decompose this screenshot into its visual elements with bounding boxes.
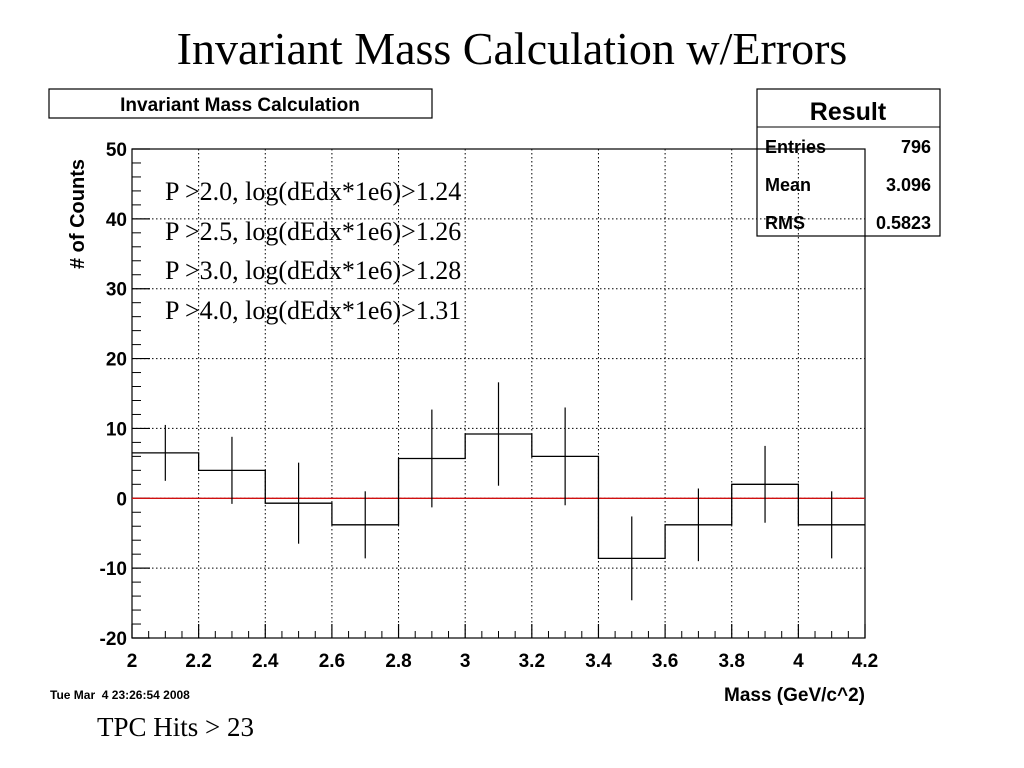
stats-mean-value: 3.096 bbox=[886, 175, 931, 195]
annotation-2: P >2.5, log(dEdx*1e6)>1.26 bbox=[165, 217, 461, 246]
x-tick-label: 3.2 bbox=[519, 651, 545, 672]
annotation-3: P >3.0, log(dEdx*1e6)>1.28 bbox=[165, 256, 461, 285]
x-tick-label: 3.6 bbox=[652, 651, 678, 672]
chart-title: Invariant Mass Calculation bbox=[120, 95, 360, 116]
axis-ticks: 2 2.2 2.4 2.6 2.8 3 3.2 3.4 3.6 3.8 4 4.2 -20 -10 0 10 2… bbox=[100, 140, 879, 672]
stats-title: Result bbox=[810, 98, 887, 126]
annotation-1: P >2.0, log(dEdx*1e6)>1.24 bbox=[165, 177, 461, 206]
chart-title-box bbox=[48, 88, 433, 119]
stats-entries-label: Entries bbox=[765, 137, 826, 157]
timestamp: Tue Mar 4 23:26:54 2008 bbox=[50, 688, 190, 702]
y-tick-label: 50 bbox=[106, 140, 127, 161]
x-tick-label: 4.2 bbox=[852, 651, 878, 672]
x-tick-label: 3.4 bbox=[585, 651, 612, 672]
stats-box: Result Entries 796 Mean 3.096 RMS 0.5823 bbox=[756, 88, 941, 237]
y-axis-label: # of Counts bbox=[67, 159, 89, 269]
stats-mean-label: Mean bbox=[765, 175, 811, 195]
x-tick-label: 2.2 bbox=[185, 651, 211, 672]
x-axis-label: Mass (GeV/c^2) bbox=[724, 685, 865, 706]
x-tick-label: 2 bbox=[127, 651, 138, 672]
slide-title: Invariant Mass Calculation w/Errors bbox=[176, 23, 848, 74]
annotation-4: P >4.0, log(dEdx*1e6)>1.31 bbox=[165, 296, 461, 325]
y-tick-label: -10 bbox=[100, 559, 127, 580]
y-tick-label: 30 bbox=[106, 280, 127, 301]
x-tick-label: 4 bbox=[793, 651, 804, 672]
x-tick-label: 2.4 bbox=[252, 651, 279, 672]
histogram-series bbox=[132, 382, 865, 601]
x-tick-label: 3 bbox=[460, 651, 471, 672]
grid bbox=[132, 149, 865, 639]
y-tick-label: -20 bbox=[100, 629, 127, 650]
x-tick-label: 3.8 bbox=[719, 651, 745, 672]
stats-rms-label: RMS bbox=[765, 213, 805, 233]
x-tick-label: 2.6 bbox=[319, 651, 345, 672]
x-tick-label: 2.8 bbox=[385, 651, 411, 672]
stats-rms-value: 0.5823 bbox=[876, 213, 931, 233]
footer-note: TPC Hits > 23 bbox=[97, 712, 255, 742]
y-tick-label: 10 bbox=[106, 419, 127, 440]
y-tick-label: 0 bbox=[116, 489, 127, 510]
y-tick-label: 40 bbox=[106, 210, 127, 231]
y-tick-label: 20 bbox=[106, 350, 127, 371]
stats-entries-value: 796 bbox=[901, 137, 931, 157]
